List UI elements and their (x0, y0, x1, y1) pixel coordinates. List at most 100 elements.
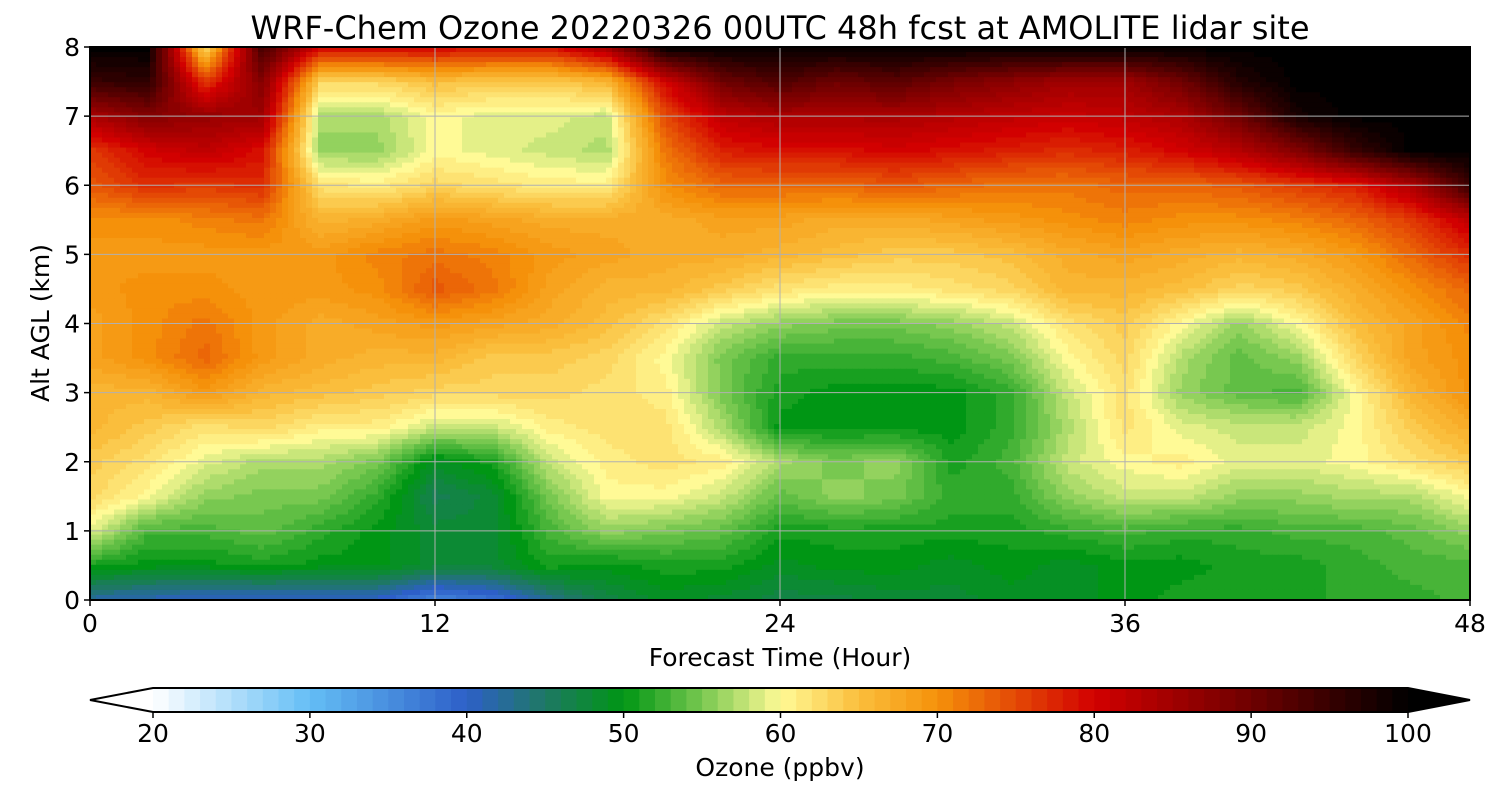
ozone-cell (756, 102, 763, 108)
ozone-cell (1224, 82, 1231, 88)
ozone-cell (108, 143, 115, 149)
ozone-cell (624, 122, 631, 128)
ozone-cell (882, 92, 889, 98)
ozone-cell (1428, 122, 1435, 128)
ozone-cell (870, 122, 877, 128)
ozone-cell (438, 137, 445, 143)
ozone-cell (204, 52, 211, 58)
ozone-cell (576, 137, 583, 143)
ozone-cell (174, 127, 181, 133)
ozone-cell (606, 87, 613, 93)
ozone-cell (1236, 67, 1243, 73)
ozone-cell (330, 112, 337, 118)
ozone-cell (180, 102, 187, 108)
ozone-cell (570, 117, 577, 123)
ozone-cell (1032, 82, 1039, 88)
ozone-cell (1422, 57, 1429, 63)
ozone-cell (1404, 107, 1411, 113)
ozone-cell (576, 77, 583, 83)
ozone-cell (1254, 67, 1261, 73)
ozone-cell (1110, 77, 1117, 83)
ozone-cell (1260, 137, 1267, 143)
ozone-cell (1074, 87, 1081, 93)
ozone-cell (1068, 117, 1075, 123)
ozone-cell (1458, 52, 1465, 58)
ozone-cell (972, 52, 979, 58)
ozone-cell (870, 52, 877, 58)
ozone-cell (912, 67, 919, 73)
ozone-cell (324, 137, 331, 143)
ozone-cell (936, 77, 943, 83)
ozone-cell (1008, 122, 1015, 128)
ozone-cell (696, 67, 703, 73)
ozone-cell (858, 62, 865, 68)
ozone-cell (1410, 77, 1417, 83)
ozone-cell (882, 117, 889, 123)
ozone-cell (930, 132, 937, 138)
ozone-cell (1140, 92, 1147, 98)
ozone-cell (120, 107, 127, 113)
ozone-cell (1446, 52, 1453, 58)
ozone-cell (864, 52, 871, 58)
ozone-cell (702, 102, 709, 108)
ozone-cell (288, 137, 295, 143)
ozone-cell (426, 107, 433, 113)
ozone-cell (852, 62, 859, 68)
ozone-cell (306, 92, 313, 98)
ozone-cell (234, 122, 241, 128)
ozone-cell (546, 97, 553, 103)
ozone-cell (852, 143, 859, 149)
ozone-cell (348, 82, 355, 88)
ozone-cell (96, 97, 103, 103)
ozone-cell (1134, 117, 1141, 123)
ozone-cell (1398, 107, 1405, 113)
ozone-cell (666, 122, 673, 128)
ozone-cell (1302, 57, 1309, 63)
ozone-cell (162, 102, 169, 108)
ozone-cell (534, 107, 541, 113)
ozone-cell (1158, 137, 1165, 143)
ozone-cell (900, 77, 907, 83)
ozone-cell (612, 87, 619, 93)
ozone-cell (1164, 97, 1171, 103)
ozone-cell (978, 137, 985, 143)
ozone-cell (300, 132, 307, 138)
ozone-cell (318, 77, 325, 83)
ozone-cell (228, 82, 235, 88)
ozone-cell (1266, 67, 1273, 73)
ozone-cell (342, 107, 349, 113)
ozone-cell (786, 102, 793, 108)
ozone-cell (990, 127, 997, 133)
ozone-cell (1218, 72, 1225, 78)
ozone-cell (534, 97, 541, 103)
ozone-cell (996, 67, 1003, 73)
ozone-cell (828, 117, 835, 123)
ozone-cell (264, 82, 271, 88)
ozone-cell (576, 57, 583, 63)
ozone-cell (1440, 107, 1447, 113)
ozone-cell (942, 62, 949, 68)
ozone-cell (756, 132, 763, 138)
ozone-cell (408, 97, 415, 103)
ozone-cell (444, 112, 451, 118)
ozone-cell (324, 57, 331, 63)
ozone-cell (1026, 122, 1033, 128)
ozone-cell (540, 87, 547, 93)
ozone-cell (1200, 97, 1207, 103)
ozone-cell (408, 67, 415, 73)
ozone-cell (360, 92, 367, 98)
ozone-cell (876, 92, 883, 98)
ozone-cell (1092, 117, 1099, 123)
ozone-cell (576, 97, 583, 103)
ozone-cell (1230, 137, 1237, 143)
ozone-cell (1128, 72, 1135, 78)
ozone-cell (576, 143, 583, 149)
ozone-cell (240, 62, 247, 68)
ozone-cell (708, 143, 715, 149)
ozone-cell (642, 87, 649, 93)
ozone-cell (396, 87, 403, 93)
ozone-cell (414, 137, 421, 143)
ozone-cell (546, 127, 553, 133)
ozone-cell (738, 127, 745, 133)
ozone-cell (1218, 102, 1225, 108)
